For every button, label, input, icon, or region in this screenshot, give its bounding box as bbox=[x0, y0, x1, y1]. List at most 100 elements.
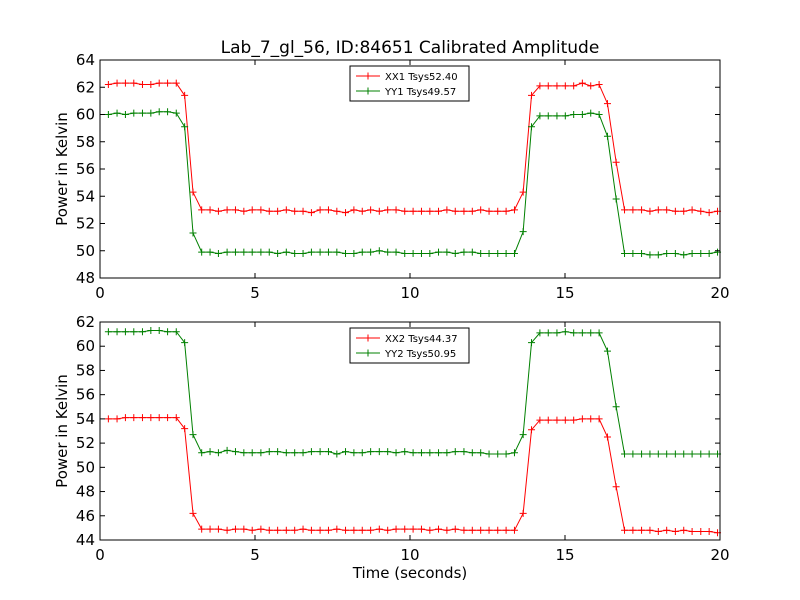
data-point bbox=[121, 111, 129, 118]
series-2 bbox=[104, 108, 722, 259]
data-point bbox=[603, 100, 611, 108]
data-point bbox=[435, 525, 443, 533]
legend-marker bbox=[364, 334, 372, 342]
data-point bbox=[587, 109, 595, 117]
data-point bbox=[536, 112, 544, 120]
data-point bbox=[578, 111, 586, 118]
data-point bbox=[223, 446, 231, 454]
data-point bbox=[544, 416, 552, 424]
data-point bbox=[223, 526, 231, 534]
data-point bbox=[240, 207, 248, 215]
data-point bbox=[603, 433, 611, 441]
data-point bbox=[265, 248, 273, 256]
data-point bbox=[510, 206, 518, 214]
data-point bbox=[155, 414, 163, 422]
data-point bbox=[561, 328, 569, 336]
data-point bbox=[578, 79, 586, 87]
data-point bbox=[477, 526, 485, 534]
data-point bbox=[697, 249, 705, 257]
data-point bbox=[528, 426, 536, 434]
data-point bbox=[265, 448, 273, 456]
data-point bbox=[688, 528, 696, 536]
data-point bbox=[155, 108, 163, 116]
data-point bbox=[333, 450, 341, 458]
data-point bbox=[231, 525, 239, 533]
data-point bbox=[519, 188, 527, 196]
x-tick-label: 15 bbox=[555, 284, 574, 302]
data-point bbox=[460, 207, 468, 215]
x-tick-label: 5 bbox=[250, 546, 260, 564]
data-point bbox=[485, 207, 493, 215]
data-point bbox=[578, 329, 586, 337]
data-point bbox=[663, 206, 671, 214]
data-point bbox=[705, 209, 713, 217]
y-tick-label: 46 bbox=[76, 507, 95, 525]
data-point bbox=[494, 526, 502, 534]
data-point bbox=[367, 248, 375, 256]
data-point bbox=[172, 414, 180, 422]
y-tick-label: 64 bbox=[76, 51, 95, 69]
data-point bbox=[164, 328, 172, 336]
data-point bbox=[417, 249, 425, 257]
data-point bbox=[697, 450, 705, 458]
data-point bbox=[612, 483, 620, 491]
x-tick-label: 20 bbox=[710, 546, 729, 564]
data-point bbox=[603, 347, 611, 355]
data-point bbox=[257, 248, 265, 256]
data-point bbox=[257, 525, 265, 533]
data-point bbox=[595, 81, 603, 89]
data-point bbox=[104, 111, 112, 118]
data-point bbox=[231, 206, 239, 214]
data-point bbox=[654, 206, 662, 214]
data-point bbox=[451, 249, 459, 257]
data-point bbox=[443, 449, 451, 457]
data-point bbox=[181, 425, 189, 433]
data-point bbox=[705, 249, 713, 257]
data-point bbox=[342, 249, 350, 257]
data-point bbox=[104, 81, 112, 89]
data-point bbox=[324, 448, 332, 456]
data-point bbox=[561, 112, 569, 120]
data-point bbox=[248, 206, 256, 214]
y-tick-label: 54 bbox=[76, 410, 95, 428]
data-point bbox=[401, 448, 409, 456]
data-point bbox=[510, 449, 518, 457]
data-point bbox=[646, 207, 654, 215]
data-point bbox=[654, 450, 662, 458]
data-point bbox=[409, 207, 417, 215]
data-point bbox=[299, 207, 307, 215]
data-point bbox=[214, 525, 222, 533]
data-point bbox=[324, 248, 332, 256]
data-point bbox=[621, 526, 629, 534]
data-point bbox=[494, 450, 502, 458]
data-point bbox=[282, 526, 290, 534]
y-tick-label: 58 bbox=[76, 133, 95, 151]
data-point bbox=[570, 416, 578, 424]
data-point bbox=[595, 415, 603, 423]
data-point bbox=[121, 414, 129, 422]
data-point bbox=[172, 79, 180, 87]
data-point bbox=[367, 448, 375, 456]
data-point bbox=[561, 82, 569, 90]
data-point bbox=[663, 450, 671, 458]
legend-label: YY2 Tsys50.95 bbox=[384, 349, 456, 360]
y-tick-label: 52 bbox=[76, 215, 95, 233]
data-point bbox=[299, 449, 307, 457]
legend-marker bbox=[364, 72, 372, 80]
legend-label: XX1 Tsys52.40 bbox=[385, 72, 458, 83]
data-point bbox=[155, 326, 163, 334]
data-point bbox=[358, 207, 366, 215]
data-point bbox=[316, 526, 324, 534]
data-point bbox=[663, 249, 671, 257]
data-point bbox=[612, 403, 620, 411]
data-point bbox=[638, 206, 646, 214]
x-tick-label: 15 bbox=[555, 546, 574, 564]
data-point bbox=[646, 526, 654, 534]
data-point bbox=[595, 111, 603, 118]
data-point bbox=[282, 449, 290, 457]
data-point bbox=[231, 248, 239, 256]
legend-box bbox=[349, 65, 470, 102]
data-point bbox=[528, 123, 536, 131]
data-point bbox=[680, 251, 688, 259]
